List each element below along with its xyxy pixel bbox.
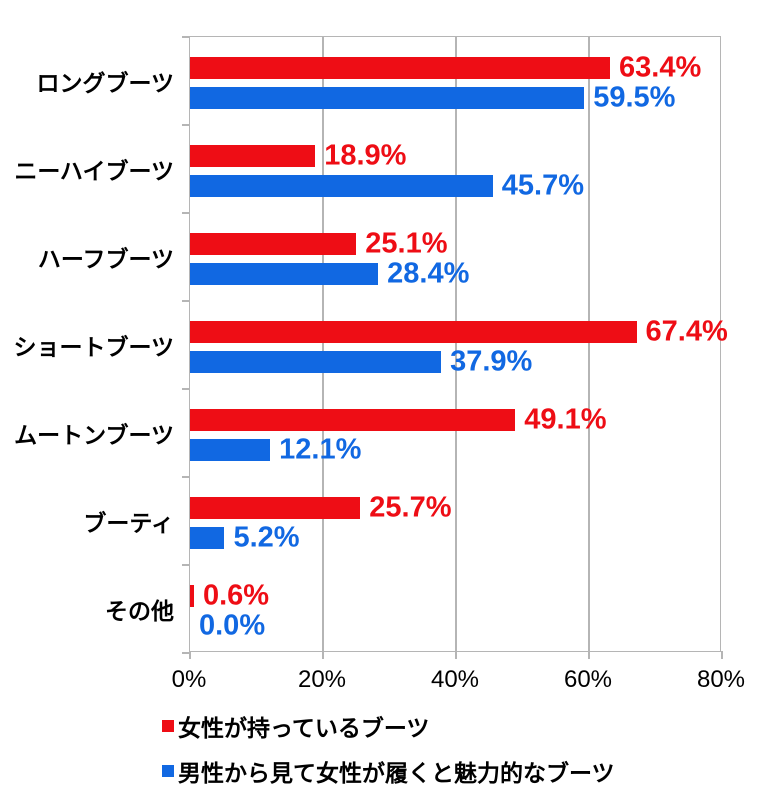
value-label: 49.1% bbox=[524, 403, 607, 436]
category-label: ロングブーツ bbox=[36, 70, 174, 96]
bar: 25.1% bbox=[190, 229, 448, 258]
axis-tick bbox=[182, 36, 190, 38]
axis-tick bbox=[189, 651, 191, 659]
legend-item: 女性が持っているブーツ bbox=[162, 711, 615, 741]
value-label: 0.6% bbox=[202, 579, 270, 612]
bar: 59.5% bbox=[190, 83, 675, 112]
bar: 18.9% bbox=[190, 141, 406, 170]
value-label: 63.4% bbox=[619, 51, 702, 84]
value-label: 45.7% bbox=[501, 169, 584, 202]
gridline bbox=[322, 37, 324, 651]
x-axis-labels: 0% 20% 40% 60% 80% bbox=[172, 666, 745, 696]
bar: 28.4% bbox=[190, 259, 469, 288]
axis-tick bbox=[182, 564, 190, 566]
value-label: 37.9% bbox=[450, 345, 533, 378]
x-tick-label: 80% bbox=[696, 666, 746, 693]
value-label: 25.1% bbox=[365, 227, 448, 260]
value-label: 0.0% bbox=[199, 609, 266, 642]
legend-label: 男性から見て女性が履くと魅力的なブーツ bbox=[178, 759, 615, 786]
axis-tick bbox=[182, 124, 190, 126]
legend-item: 男性から見て女性が履くと魅力的なブーツ bbox=[162, 756, 615, 786]
category-label: ブーティ bbox=[83, 510, 174, 536]
axis-tick bbox=[322, 651, 324, 659]
gridline bbox=[588, 37, 590, 651]
category-label: その他 bbox=[105, 598, 174, 624]
value-label: 18.9% bbox=[324, 139, 407, 172]
chart-row: ムートンブーツ 49.1% 12.1% bbox=[14, 389, 720, 477]
axis-tick bbox=[182, 388, 190, 390]
bar: 49.1% bbox=[190, 405, 607, 434]
bar: 12.1% bbox=[190, 435, 361, 464]
legend-swatch bbox=[162, 719, 174, 732]
bar: 67.4% bbox=[190, 317, 728, 346]
category-label: ハーフブーツ bbox=[37, 246, 174, 272]
axis-tick bbox=[721, 651, 723, 659]
x-tick-label: 0% bbox=[171, 666, 207, 693]
chart-row: ブーティ 25.7% 5.2% bbox=[83, 477, 720, 565]
value-label: 25.7% bbox=[369, 491, 452, 524]
value-label: 67.4% bbox=[645, 315, 728, 348]
bar: 63.4% bbox=[190, 53, 701, 82]
axis-tick bbox=[182, 652, 190, 654]
value-label: 28.4% bbox=[387, 257, 470, 290]
value-label: 5.2% bbox=[233, 521, 300, 554]
bar: 45.7% bbox=[190, 171, 584, 200]
axis-tick bbox=[182, 300, 190, 302]
gridline bbox=[455, 37, 457, 651]
x-tick-label: 20% bbox=[297, 666, 347, 693]
bar: 0.6% bbox=[190, 581, 269, 610]
chart-row: ハーフブーツ 25.1% 28.4% bbox=[38, 213, 720, 301]
bar: 37.9% bbox=[190, 347, 532, 376]
value-label: 12.1% bbox=[279, 433, 362, 466]
plot-area: ロングブーツ 63.4% 59.5% ニーハイブーツ 18.9% 45.7% ハーフブーツ 2… bbox=[13, 36, 728, 659]
category-label: ニーハイブーツ bbox=[14, 158, 174, 184]
axis-tick bbox=[588, 651, 590, 659]
legend: 女性が持っているブーツ男性から見て女性が履くと魅力的なブーツ bbox=[162, 711, 615, 801]
bar: 25.7% bbox=[190, 493, 451, 522]
chart-row: ニーハイブーツ 18.9% 45.7% bbox=[14, 125, 720, 213]
value-label: 59.5% bbox=[593, 81, 676, 114]
chart-row: ロングブーツ 63.4% 59.5% bbox=[36, 37, 720, 125]
axis-tick bbox=[182, 476, 190, 478]
axis-tick bbox=[455, 651, 457, 659]
legend-swatch bbox=[162, 764, 174, 777]
bar: 5.2% bbox=[190, 523, 300, 552]
category-label: ムートンブーツ bbox=[14, 422, 174, 448]
axis-tick bbox=[182, 212, 190, 214]
x-tick-label: 60% bbox=[563, 666, 613, 693]
chart-row: ショートブーツ 67.4% 37.9% bbox=[13, 301, 728, 389]
legend-label: 女性が持っているブーツ bbox=[178, 714, 430, 741]
chart-row: その他 0.6% 0.0% bbox=[105, 565, 720, 653]
x-tick-label: 40% bbox=[430, 666, 480, 693]
category-label: ショートブーツ bbox=[13, 334, 174, 360]
